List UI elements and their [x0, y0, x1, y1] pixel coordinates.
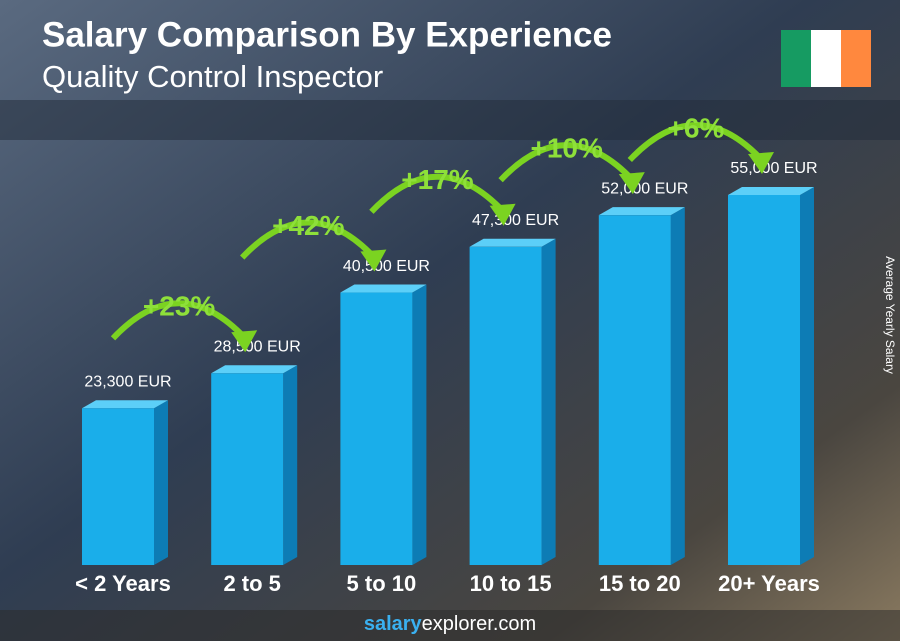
change-label: +42% — [272, 210, 344, 241]
change-arrow — [498, 142, 635, 183]
y-axis-label: Average Yearly Salary — [883, 256, 897, 374]
bar-top — [728, 187, 814, 195]
bar-side — [154, 400, 168, 565]
flag — [781, 30, 871, 87]
value-label: 23,300 EUR — [84, 373, 171, 390]
bar-top — [598, 207, 685, 216]
bar — [598, 215, 671, 565]
bar-top — [469, 238, 556, 247]
bar — [728, 195, 800, 565]
x-tick-label: 10 to 15 — [470, 571, 552, 596]
change-label: +23% — [143, 291, 215, 322]
bar-top — [82, 400, 168, 409]
value-label: 47,300 EUR — [472, 212, 559, 229]
change-arrowhead — [360, 249, 387, 272]
bar-top — [340, 284, 427, 293]
flag-orange — [841, 30, 871, 87]
bar-side — [412, 284, 427, 565]
bar-side — [670, 207, 685, 565]
value-label: 40,500 EUR — [343, 258, 430, 275]
bar-top — [211, 365, 298, 374]
x-tick-label: 20+ Years — [718, 571, 820, 596]
value-label: 55,000 EUR — [730, 160, 817, 177]
change-arrow — [240, 219, 377, 260]
bar-side — [541, 238, 556, 566]
x-tick-label: 2 to 5 — [223, 571, 280, 596]
change-arrowhead — [231, 330, 258, 353]
bar — [469, 246, 542, 566]
x-tick-label: 15 to 20 — [599, 571, 681, 596]
change-arrow — [110, 300, 248, 341]
change-arrowhead — [618, 172, 645, 195]
bar-side — [283, 365, 298, 565]
footer-brand: salary — [364, 613, 423, 635]
change-label: +6% — [667, 112, 724, 143]
change-arrowhead — [748, 152, 774, 174]
change-arrowhead — [489, 203, 516, 226]
value-label: 28,500 EUR — [214, 338, 301, 355]
change-arrow — [627, 122, 765, 163]
chart-subtitle: Quality Control Inspector — [42, 59, 383, 94]
flag-white — [811, 30, 841, 87]
footer-rest: explorer.com — [422, 613, 537, 635]
footer: salaryexplorer.com — [364, 613, 536, 635]
bar-side — [800, 187, 814, 565]
change-arrow — [369, 173, 506, 214]
flag-green — [781, 30, 811, 87]
chart-title: Salary Comparison By Experience — [42, 15, 612, 54]
x-tick-label: 5 to 10 — [347, 571, 417, 596]
background-beam — [0, 100, 900, 140]
change-label: +17% — [401, 164, 473, 195]
bar — [82, 408, 154, 565]
bar — [340, 292, 413, 565]
change-label: +10% — [530, 133, 602, 164]
background-ground — [0, 610, 900, 641]
value-label: 52,000 EUR — [601, 180, 688, 197]
x-tick-label: < 2 Years — [75, 571, 171, 596]
bar — [211, 373, 284, 565]
